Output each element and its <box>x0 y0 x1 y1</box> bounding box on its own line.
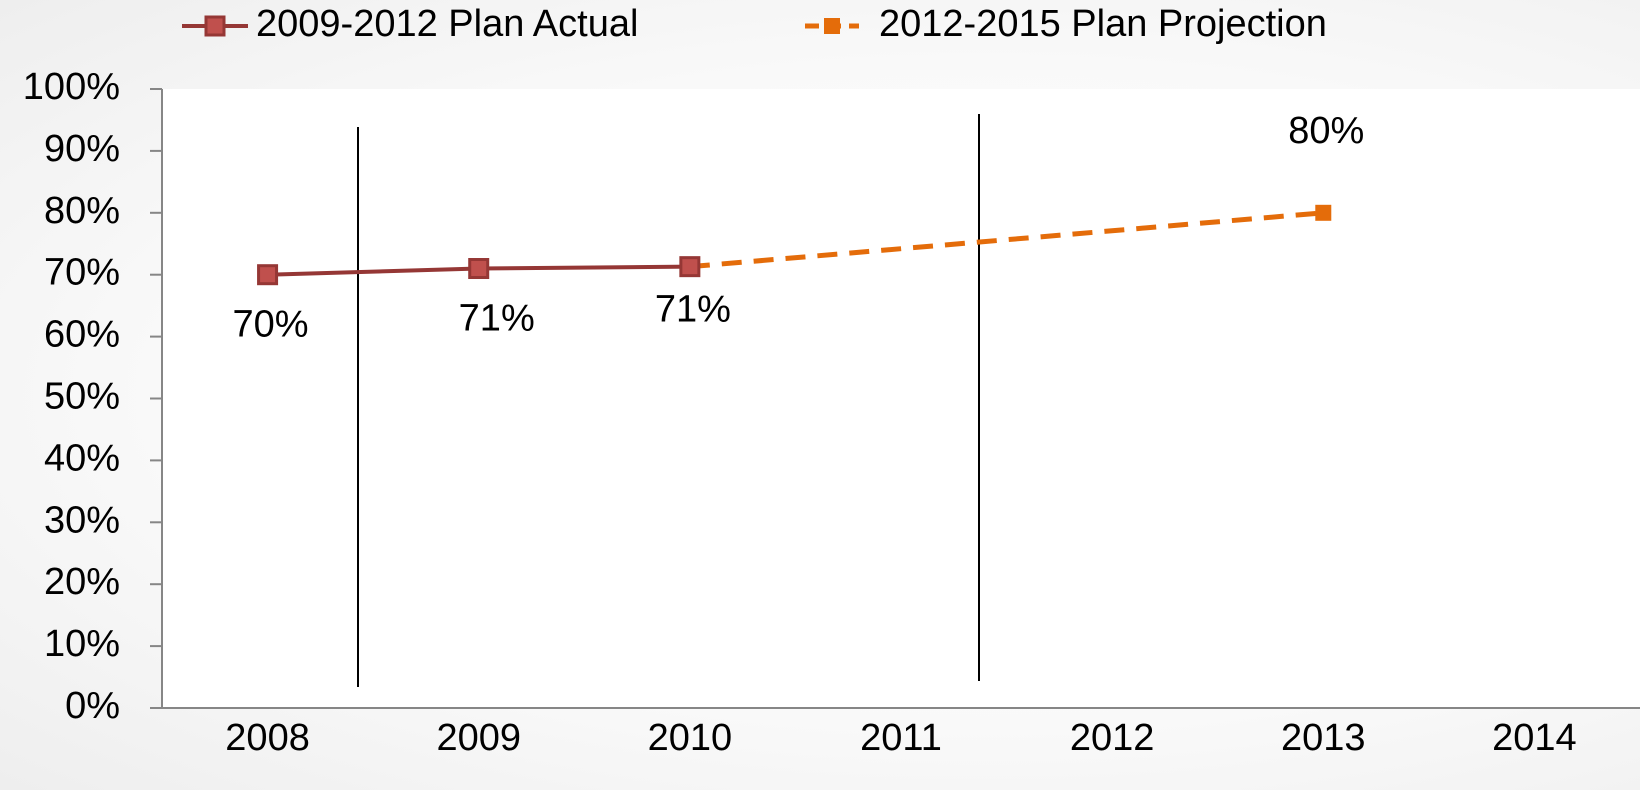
y-tick-label: 80% <box>44 190 120 232</box>
data-label: 71% <box>459 298 535 340</box>
data-label: 71% <box>655 289 731 331</box>
x-tick-label: 2011 <box>860 717 942 759</box>
y-tick-label: 0% <box>65 685 120 727</box>
marker <box>679 256 701 278</box>
x-tick-label: 2008 <box>225 717 310 759</box>
marker <box>1315 204 1332 221</box>
y-tick-label: 20% <box>44 561 120 603</box>
marker <box>257 264 279 286</box>
x-tick-label: 2014 <box>1492 717 1577 759</box>
legend-marker <box>204 15 226 37</box>
y-tick-label: 40% <box>44 437 120 479</box>
y-tick-label: 90% <box>44 128 120 170</box>
x-tick-label: 2009 <box>436 717 521 759</box>
data-label: 70% <box>233 304 309 346</box>
x-tick-label: 2010 <box>648 717 733 759</box>
legend-marker <box>824 18 840 34</box>
legend-label: 2012-2015 Plan Projection <box>879 3 1327 45</box>
y-tick-label: 60% <box>44 314 120 356</box>
plot-area <box>162 89 1640 708</box>
marker <box>468 258 490 280</box>
x-tick-label: 2012 <box>1070 717 1155 759</box>
y-tick-label: 10% <box>44 623 120 665</box>
legend-label: 2009-2012 Plan Actual <box>256 3 638 45</box>
series-line <box>689 210 1324 270</box>
y-tick-label: 50% <box>44 376 120 418</box>
y-tick-label: 100% <box>23 66 120 108</box>
data-label: 80% <box>1288 110 1364 152</box>
y-tick-label: 70% <box>44 252 120 294</box>
x-tick-label: 2013 <box>1281 717 1366 759</box>
y-tick-label: 30% <box>44 499 120 541</box>
